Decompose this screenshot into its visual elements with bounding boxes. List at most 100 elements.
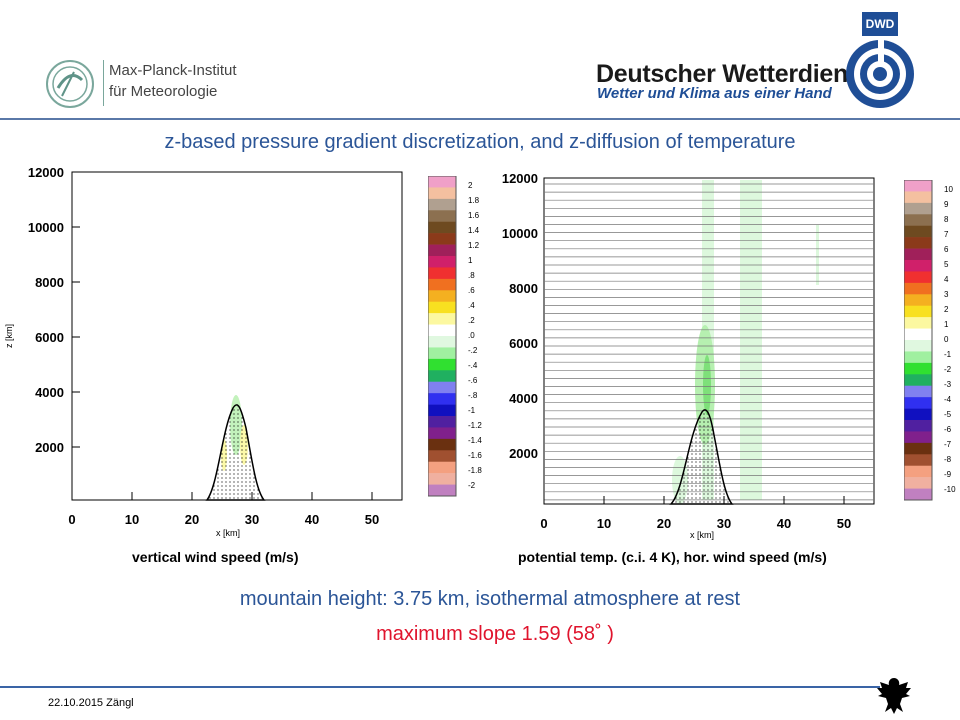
left-y-tick: 2000 (35, 440, 64, 455)
left-colorbar-swatch (428, 381, 456, 394)
right-colorbar-swatch-border (904, 180, 933, 501)
right-x-tick: 20 (657, 516, 671, 531)
left-colorbar-label: .6 (468, 286, 475, 295)
left-colorbar-label: -1.2 (468, 421, 482, 430)
right-colorbar-label: -6 (944, 425, 952, 434)
left-colorbar-swatch (428, 427, 456, 440)
right-colorbar-label: 5 (944, 260, 949, 269)
right-colorbar-swatch (904, 385, 932, 398)
right-colorbar-swatch (904, 237, 932, 249)
right-colorbar-label: -7 (944, 440, 952, 449)
left-colorbar-label: -.8 (468, 391, 478, 400)
left-x-tick: 20 (185, 512, 199, 527)
right-colorbar-swatch (904, 180, 932, 192)
left-colorbar-swatches (428, 176, 457, 497)
left-colorbar-label: .2 (468, 316, 475, 325)
left-colorbar-swatch (428, 347, 456, 360)
right-x-tick: 40 (777, 516, 791, 531)
left-y-axis: 12000 10000 8000 6000 4000 2000 z [km] (4, 165, 80, 455)
right-colorbar-label: 8 (944, 215, 949, 224)
left-colorbar-swatch (428, 176, 456, 188)
left-colorbar-swatch (428, 484, 456, 497)
right-colorbar-label: 9 (944, 200, 949, 209)
left-colorbar-label: .8 (468, 271, 475, 280)
left-colorbar-label: .4 (468, 301, 475, 310)
left-colorbar-label: -1.6 (468, 451, 482, 460)
right-y-tick: 10000 (502, 226, 538, 241)
right-colorbar-swatch (904, 454, 932, 467)
left-colorbar-swatch (428, 393, 456, 405)
right-colorbar-swatch (904, 328, 932, 341)
right-wind-field (740, 180, 762, 500)
dwd-spiral-icon (846, 36, 914, 108)
right-wind-field (703, 355, 711, 415)
left-colorbar-label: -.4 (468, 361, 478, 370)
right-colorbar-swatch (904, 477, 932, 489)
left-colorbar-swatch (428, 233, 456, 245)
left-colorbar-label: -.2 (468, 346, 478, 355)
left-y-tick: 8000 (35, 275, 64, 290)
footer-rule (0, 686, 880, 688)
right-y-tick: 2000 (509, 446, 538, 461)
header-rule (0, 118, 960, 120)
right-colorbar-label: 4 (944, 275, 949, 284)
left-colorbar-swatch (428, 244, 456, 257)
right-colorbar-swatch (904, 260, 932, 272)
left-colorbar-swatch (428, 187, 456, 200)
left-colorbar-swatch (428, 198, 456, 211)
left-colorbar-swatch (428, 358, 456, 371)
left-colorbar-swatch (428, 210, 456, 223)
right-x-tick: 30 (717, 516, 731, 531)
right-colorbar-label: -5 (944, 410, 952, 419)
left-x-tick: 30 (245, 512, 259, 527)
left-colorbar-label: 1 (468, 256, 473, 265)
right-colorbar-swatch (904, 282, 932, 295)
right-colorbar-swatch (904, 420, 932, 432)
left-y-tick: 6000 (35, 330, 64, 345)
left-colorbar-label: 1.2 (468, 241, 480, 250)
right-colorbar-swatch (904, 214, 932, 227)
left-y-tick: 10000 (28, 220, 64, 235)
dwd-title: Deutscher Wetterdienst (596, 60, 870, 88)
left-colorbar: 2 1.8 1.6 1.4 1.2 1 .8 .6 .4 .2 .0 -.2 -… (428, 176, 482, 497)
left-colorbar-label: 2 (468, 181, 473, 190)
right-colorbar-swatch (904, 191, 932, 204)
right-colorbar-label: -4 (944, 395, 952, 404)
right-colorbar-swatch (904, 362, 932, 375)
right-colorbar-label: -8 (944, 455, 952, 464)
right-plot: 12000 10000 8000 6000 4000 2000 0 10 20 … (502, 171, 875, 540)
slide-title: z-based pressure gradient discretization… (164, 131, 796, 153)
right-colorbar-label: -1 (944, 350, 952, 359)
right-colorbar-swatch (904, 294, 932, 307)
footer-date-author: 22.10.2015 Zängl (48, 697, 134, 709)
left-colorbar-swatch (428, 416, 456, 428)
right-colorbar-swatch (904, 225, 932, 238)
left-colorbar-swatch (428, 438, 456, 451)
right-colorbar-swatch (904, 351, 932, 364)
left-y-tick: 12000 (28, 165, 64, 180)
left-colorbar-label: -1.4 (468, 436, 482, 445)
right-x-axis: 0 10 20 30 40 50 x [km] (540, 496, 851, 540)
right-colorbar-swatch (904, 317, 932, 329)
slope-note: maximum slope 1.59 (58˚ ) (376, 623, 614, 645)
left-colorbar-label: -2 (468, 481, 476, 490)
right-colorbar-label: 2 (944, 305, 949, 314)
right-colorbar-label: -2 (944, 365, 952, 374)
left-colorbar-swatch (428, 336, 456, 348)
left-colorbar-swatch (428, 450, 456, 463)
left-x-tick: 40 (305, 512, 319, 527)
header: Max-Planck-Institut für Meteorologie Deu… (0, 0, 960, 118)
right-x-tick: 10 (597, 516, 611, 531)
left-colorbar-labels: 2 1.8 1.6 1.4 1.2 1 .8 .6 .4 .2 .0 -.2 -… (468, 181, 482, 490)
left-x-tick: 0 (68, 512, 75, 527)
left-x-label: x [km] (216, 528, 240, 538)
mpi-name-line1: Max-Planck-Institut (109, 62, 237, 79)
right-colorbar-label: 10 (944, 185, 953, 194)
right-colorbar-swatch (904, 488, 932, 501)
right-colorbar-label: -9 (944, 470, 952, 479)
right-colorbar-swatch (904, 442, 932, 455)
right-colorbar-swatch (904, 465, 932, 478)
left-plot-caption: vertical wind speed (m/s) (132, 549, 299, 565)
left-colorbar-swatch (428, 301, 456, 314)
right-colorbar-labels: 10 9 8 7 6 5 4 3 2 1 0 -1 -2 -3 -4 -5 -6… (944, 185, 956, 494)
